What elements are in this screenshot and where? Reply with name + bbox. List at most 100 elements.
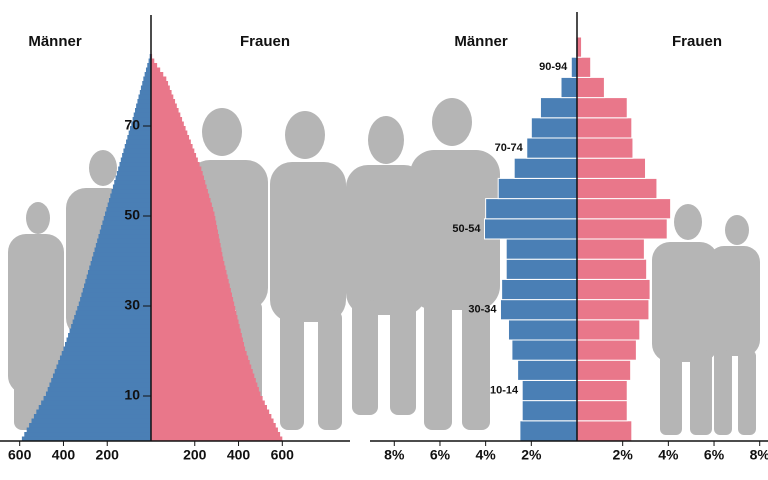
bar xyxy=(59,355,151,361)
bar xyxy=(151,94,174,100)
bar xyxy=(151,333,242,338)
bar xyxy=(93,252,151,257)
bar xyxy=(151,229,218,235)
bar xyxy=(151,382,258,388)
bar xyxy=(576,258,648,280)
bar xyxy=(89,265,151,271)
bar xyxy=(151,256,224,262)
bar xyxy=(119,162,151,167)
bar xyxy=(576,218,668,240)
bar xyxy=(151,306,236,311)
bar xyxy=(87,270,151,275)
bar xyxy=(501,278,578,301)
bar xyxy=(151,148,195,154)
bar xyxy=(107,202,151,208)
bar xyxy=(86,274,151,280)
bar xyxy=(128,130,151,136)
bar xyxy=(151,319,239,325)
bar xyxy=(151,202,212,208)
bar xyxy=(91,256,151,262)
bar xyxy=(41,400,151,406)
bar xyxy=(151,117,183,122)
bar xyxy=(148,58,151,64)
bar xyxy=(151,387,259,392)
category-label: 50-54 xyxy=(452,223,481,235)
bar xyxy=(151,126,186,131)
bar xyxy=(49,382,151,388)
bar xyxy=(560,76,578,99)
series-header: Männer xyxy=(454,33,508,50)
bar xyxy=(519,420,578,442)
bar xyxy=(151,220,217,226)
bar xyxy=(151,373,255,379)
x-tick-label: 400 xyxy=(227,447,251,463)
bar xyxy=(68,333,151,338)
bar xyxy=(151,166,202,172)
bar xyxy=(129,126,151,131)
bar xyxy=(539,97,578,119)
bar xyxy=(151,342,245,347)
bar xyxy=(151,90,172,95)
bar xyxy=(151,405,267,410)
x-tick-label: 200 xyxy=(96,447,120,463)
bar xyxy=(151,328,241,334)
bar xyxy=(151,252,223,257)
bar xyxy=(151,396,263,401)
bar xyxy=(513,157,578,179)
bar xyxy=(47,387,151,392)
bar xyxy=(576,177,658,200)
bar xyxy=(115,175,151,181)
bar xyxy=(99,229,151,235)
bar xyxy=(576,379,628,402)
bar xyxy=(81,292,151,298)
bar xyxy=(151,157,198,163)
bar xyxy=(38,405,151,410)
bar xyxy=(108,198,151,203)
x-tick-label: 4% xyxy=(658,447,679,463)
bar xyxy=(145,67,151,73)
bar xyxy=(151,238,220,244)
bar xyxy=(151,369,253,374)
bar xyxy=(151,153,197,158)
bar xyxy=(151,76,167,82)
bar xyxy=(505,258,578,280)
category-label: 90-94 xyxy=(539,61,568,73)
bar xyxy=(127,135,151,140)
bar xyxy=(114,180,151,185)
bar xyxy=(95,243,151,248)
bar xyxy=(151,409,270,415)
bar xyxy=(105,211,151,217)
bar xyxy=(151,189,208,194)
bar xyxy=(151,72,164,77)
bar xyxy=(576,137,634,159)
bar xyxy=(43,396,152,401)
y-tick-label: 70 xyxy=(124,117,140,133)
bar xyxy=(576,198,672,220)
bar xyxy=(98,234,151,239)
bar xyxy=(151,391,261,397)
bar xyxy=(151,265,226,271)
bar xyxy=(576,157,647,179)
bar xyxy=(151,400,265,406)
bar xyxy=(45,391,151,397)
bar xyxy=(24,432,151,437)
bar xyxy=(576,359,632,381)
bar xyxy=(151,198,211,203)
series-header: Frauen xyxy=(240,33,290,50)
series-header: Frauen xyxy=(672,33,722,50)
bar xyxy=(136,103,151,109)
bar xyxy=(151,414,272,419)
bar xyxy=(507,319,578,341)
bar xyxy=(576,319,641,341)
bar xyxy=(570,56,578,78)
bar xyxy=(110,193,151,199)
bar xyxy=(151,279,229,284)
bar xyxy=(576,238,645,260)
bar xyxy=(101,225,151,230)
bar xyxy=(151,310,237,316)
bar xyxy=(151,193,210,199)
category-label: 70-74 xyxy=(495,142,524,154)
bar xyxy=(151,346,246,352)
bar xyxy=(103,216,151,221)
